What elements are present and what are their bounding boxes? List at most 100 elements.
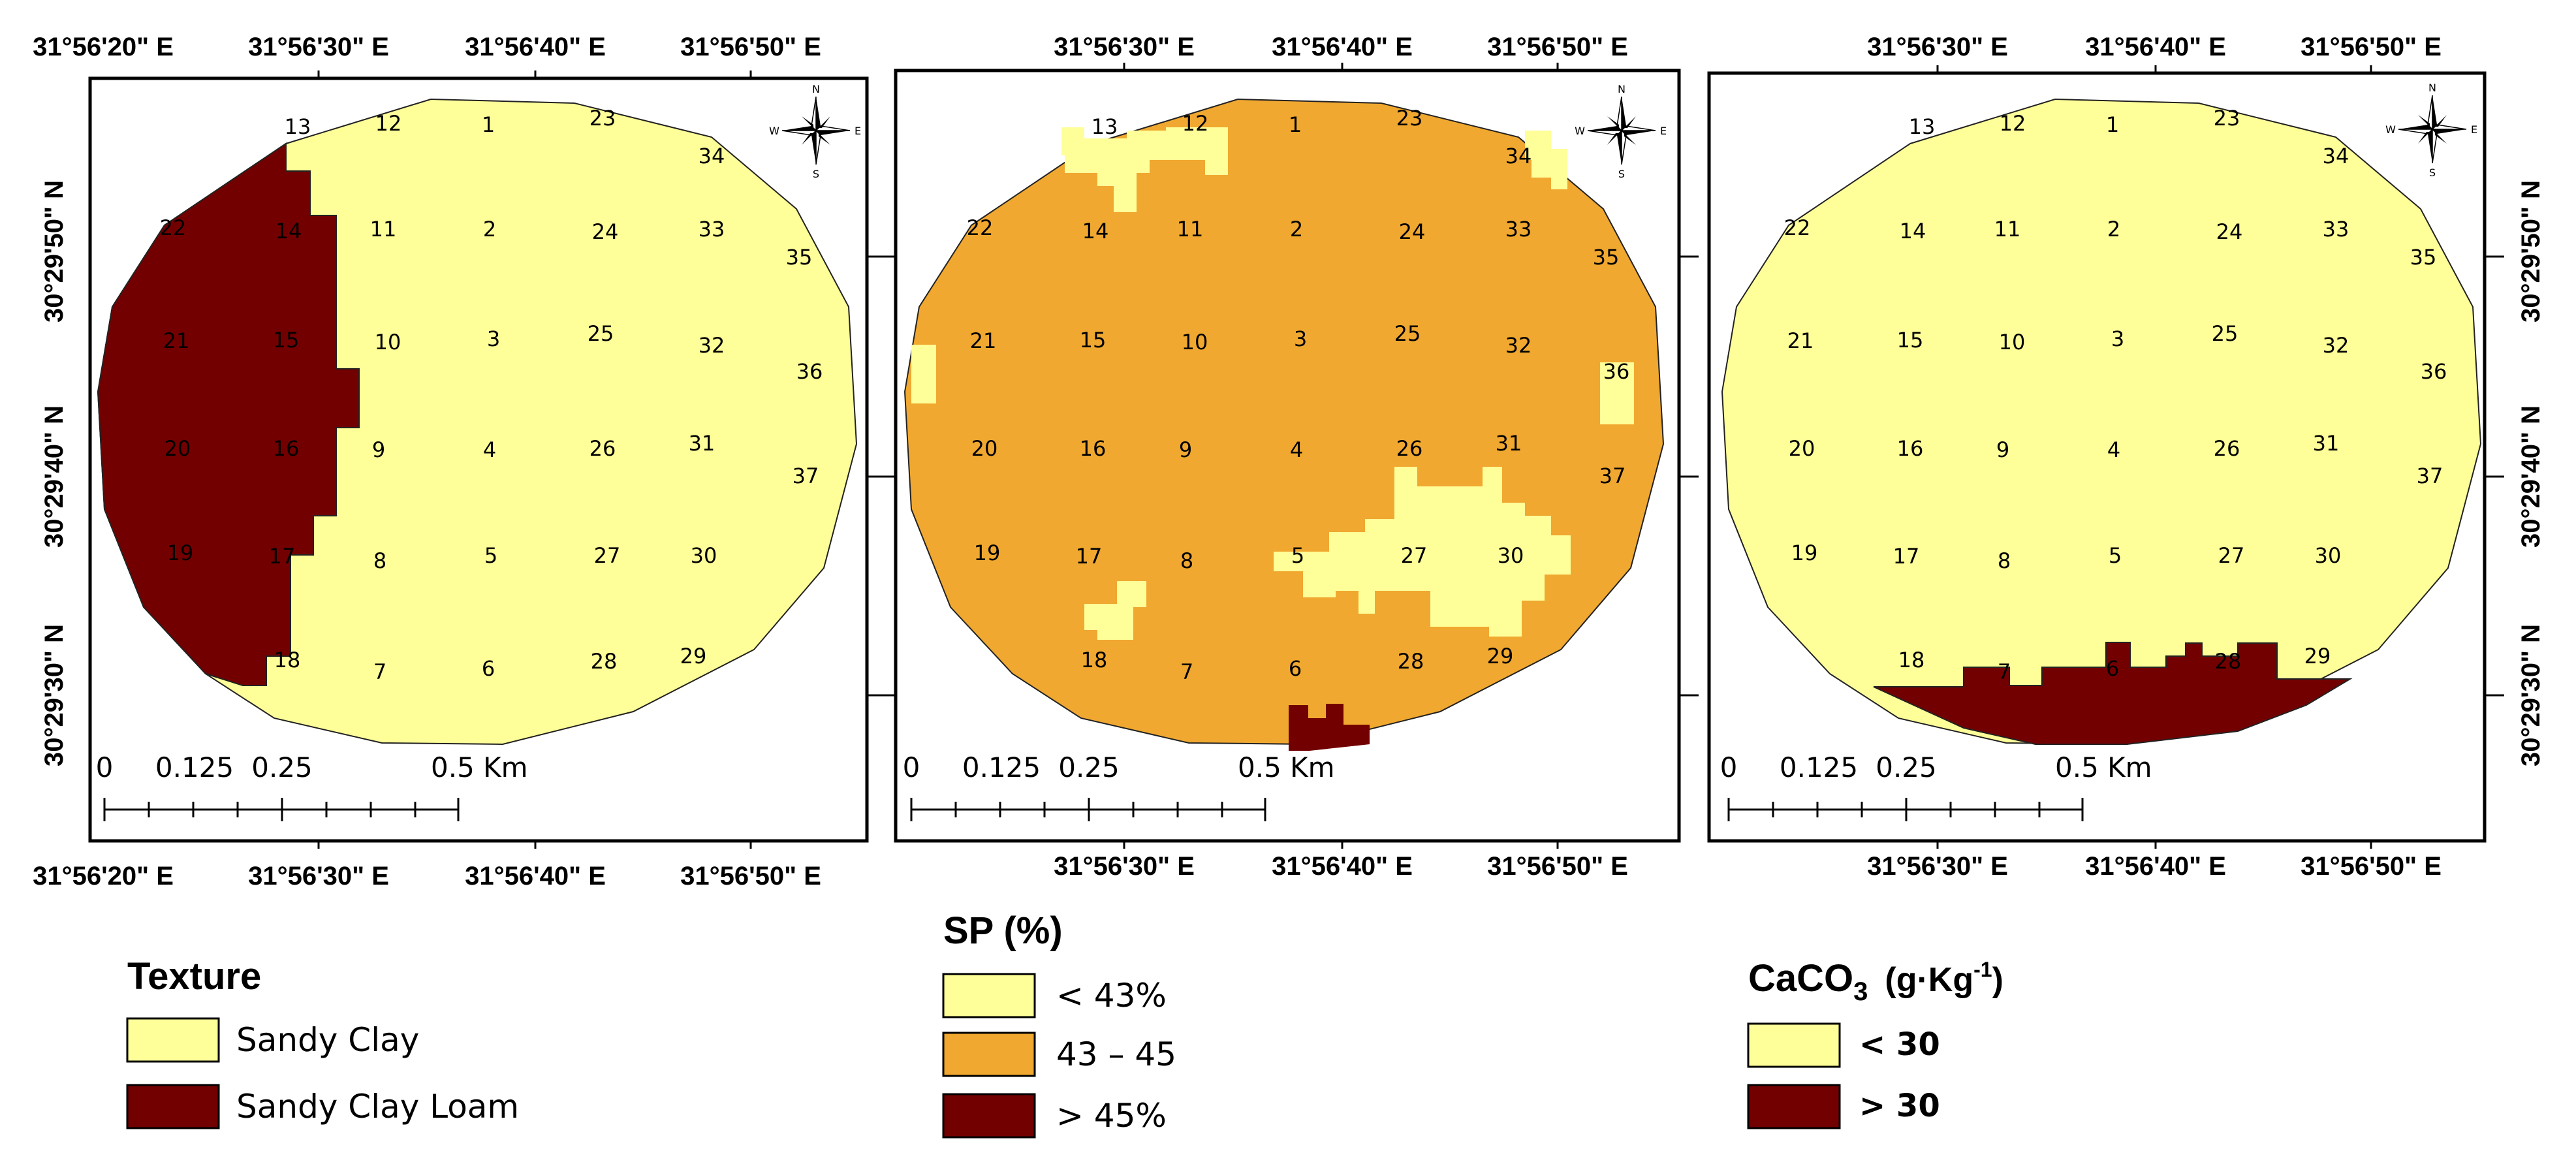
sample-point-label: 15 xyxy=(1897,328,1924,353)
sp-legend-swatch-lt43 xyxy=(942,973,1036,1018)
sample-point-label: 12 xyxy=(2000,111,2026,136)
scale-tick-05km: 0.5 Km xyxy=(1238,751,1335,783)
texture-legend-swatch-sandy-clay-loam xyxy=(126,1084,220,1129)
caco3-title-sub: 3 xyxy=(1853,977,1868,1006)
sample-point-label: 16 xyxy=(1080,436,1107,461)
sample-point-label: 30 xyxy=(2315,543,2342,568)
sample-point-label: 6 xyxy=(2106,656,2119,681)
scale-tick-0125: 0.125 xyxy=(962,751,1041,783)
sample-point-label: 6 xyxy=(1289,656,1302,681)
sample-point-label: 32 xyxy=(699,333,725,358)
sp-lt43-patches xyxy=(911,127,1634,640)
sample-point-label: 13 xyxy=(1092,114,1118,139)
sample-point-label: 36 xyxy=(796,359,823,384)
scale-tick-025: 0.25 xyxy=(251,751,313,783)
coord-top-x50: 31°56'50" E xyxy=(1487,33,1628,61)
sample-point-label: 20 xyxy=(165,436,191,461)
scale-bar: 0 0.125 0.25 0.5 Km xyxy=(96,751,528,821)
sample-point-label: 18 xyxy=(1898,648,1925,672)
coord-top-x30: 31°56'30" E xyxy=(1867,33,2008,61)
sample-point-label: 20 xyxy=(1789,436,1815,461)
sample-point-label: 19 xyxy=(1791,541,1818,565)
sample-point-label: 10 xyxy=(1999,330,2026,355)
sample-point-label: 29 xyxy=(680,644,707,669)
sample-point-label: 16 xyxy=(1897,436,1924,461)
sample-point-label: 18 xyxy=(1081,648,1108,672)
coord-top-x50: 31°56'50" E xyxy=(680,33,821,61)
sample-point-label: 20 xyxy=(971,436,998,461)
coord-top-x50: 31°56'50" E xyxy=(2301,33,2442,61)
scale-tick-05km: 0.5 Km xyxy=(431,751,528,783)
sample-point-label: 14 xyxy=(1082,219,1109,244)
sample-point-label: 7 xyxy=(373,659,386,684)
coord-left-y30: 30°29'30" N xyxy=(40,624,69,766)
compass-s-label: S xyxy=(813,168,819,180)
sp-legend-label-43-45: 43 – 45 xyxy=(1056,1035,1176,1073)
coord-top-x20: 31°56'20" E xyxy=(33,33,174,61)
sp-legend-swatch-gt45 xyxy=(942,1093,1036,1139)
sample-point-label: 23 xyxy=(2214,106,2240,131)
sample-point-label: 10 xyxy=(1182,330,1208,355)
sample-point-label: 7 xyxy=(1180,659,1193,684)
caco3-title-base: CaCO xyxy=(1748,957,1853,1000)
caco3-title-unit: (g·Kg xyxy=(1885,961,1973,999)
north-arrow: N E S W xyxy=(2385,82,2477,179)
sample-point-label: 12 xyxy=(375,111,402,136)
sample-point-label: 17 xyxy=(1893,544,1920,569)
sample-point-label: 24 xyxy=(592,219,619,244)
sample-point-label: 37 xyxy=(1599,464,1626,488)
sp-legend-swatch-43-45 xyxy=(942,1032,1036,1077)
sample-point-label: 31 xyxy=(2313,431,2340,456)
sample-point-label: 11 xyxy=(1994,217,2021,242)
sp-map-panel: N E S W 12345678910111213141516171819202… xyxy=(875,33,1699,881)
coord-bottom-x50: 31°56'50" E xyxy=(2301,852,2442,881)
scale-tick-05km: 0.5 Km xyxy=(2055,751,2152,783)
texture-map-panel: N E S W 12345678910111213141516171819202… xyxy=(33,33,888,890)
sample-point-label: 8 xyxy=(373,548,386,573)
sample-point-label: 5 xyxy=(484,543,497,568)
scale-tick-0125: 0.125 xyxy=(1780,751,1858,783)
sample-point-label: 34 xyxy=(699,144,725,168)
sample-point-label: 5 xyxy=(2109,543,2122,568)
sample-point-label: 28 xyxy=(591,649,618,674)
sample-point-label: 22 xyxy=(967,215,994,240)
sample-point-label: 9 xyxy=(1996,437,2009,462)
sample-point-label: 11 xyxy=(1177,217,1204,242)
sample-point-label: 13 xyxy=(1909,114,1936,139)
sample-point-label: 14 xyxy=(275,219,302,244)
sample-point-label: 2 xyxy=(483,217,496,242)
texture-legend: Texture Sandy Clay Sandy Clay Loam xyxy=(126,955,519,1129)
sample-point-label: 21 xyxy=(970,328,997,353)
sample-point-label: 7 xyxy=(1998,659,2011,684)
sample-point-label: 32 xyxy=(2323,333,2349,358)
sample-point-label: 22 xyxy=(1784,215,1811,240)
coord-top-x40: 31°56'40" E xyxy=(2085,33,2226,61)
texture-sandy-clay-loam-area xyxy=(97,142,360,686)
compass-n-label: N xyxy=(2428,82,2436,94)
texture-legend-label-sandy-clay-loam: Sandy Clay Loam xyxy=(236,1088,519,1126)
sample-point-label: 31 xyxy=(689,431,715,456)
coord-bottom-x50: 31°56'50" E xyxy=(680,862,821,890)
caco3-legend-title: CaCO3 (g·Kg-1) xyxy=(1748,957,2003,1006)
sample-point-label: 1 xyxy=(2106,112,2119,137)
sample-point-label: 8 xyxy=(1998,548,2011,573)
sample-point-label: 25 xyxy=(588,321,614,346)
sample-point-label: 4 xyxy=(483,437,496,462)
sample-point-label: 9 xyxy=(1179,437,1192,462)
coord-top-x40: 31°56'40" E xyxy=(465,33,606,61)
sample-point-label: 17 xyxy=(269,544,296,569)
caco3-legend-swatch-lt30 xyxy=(1747,1022,1841,1068)
sample-point-label: 23 xyxy=(1396,106,1423,131)
sample-point-label: 11 xyxy=(370,217,397,242)
north-arrow: N E S W xyxy=(769,83,861,180)
texture-legend-swatch-sandy-clay xyxy=(126,1017,220,1063)
sample-point-label: 33 xyxy=(699,217,725,242)
sample-point-labels: 1234567891011121314151617181920212223242… xyxy=(160,106,823,684)
scale-bar: 0 0.125 0.25 0.5 Km xyxy=(903,751,1335,821)
sample-point-label: 24 xyxy=(2216,219,2243,244)
scale-tick-0: 0 xyxy=(1720,751,1738,783)
sample-point-label: 19 xyxy=(974,541,1001,565)
sample-point-label: 29 xyxy=(1487,644,1514,669)
sample-point-label: 3 xyxy=(487,326,500,351)
sample-point-label: 26 xyxy=(2214,436,2240,461)
